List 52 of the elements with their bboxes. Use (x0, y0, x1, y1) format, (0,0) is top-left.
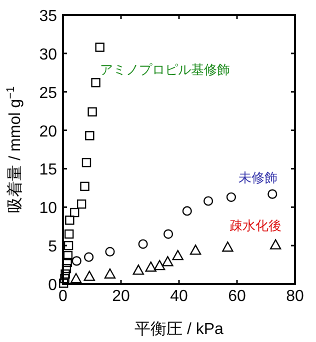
point (76, 199, 86, 209)
series-label: 疎水化後 (230, 218, 282, 234)
point (132, 264, 144, 275)
y-tick-label: 20 (39, 123, 58, 140)
y-tick-label: 5 (48, 238, 58, 256)
point (82, 158, 92, 168)
y-tick-label: 15 (39, 162, 58, 179)
point (84, 270, 95, 281)
x-axis-title: 平衡圧 / kPa (134, 321, 224, 338)
y-tick-label: 30 (39, 46, 58, 64)
point (65, 216, 74, 225)
point (145, 261, 156, 272)
point (80, 182, 90, 191)
point (95, 42, 104, 52)
point (64, 229, 74, 239)
legend-label: 未修飾 (238, 170, 278, 185)
point (172, 250, 184, 260)
point (222, 242, 234, 252)
series-label: アミノプロピル基修飾 (100, 62, 230, 78)
y-tick-label: 25 (39, 84, 58, 102)
point (72, 256, 82, 266)
point (138, 239, 148, 249)
point (60, 269, 70, 279)
x-tick-label: 20 (112, 288, 130, 305)
point (105, 246, 115, 257)
point (62, 264, 72, 274)
y-tick-label: 10 (39, 200, 58, 218)
point (226, 192, 236, 202)
point (104, 268, 116, 279)
point (58, 278, 68, 288)
point (85, 131, 94, 140)
point (91, 78, 100, 88)
point (163, 229, 174, 239)
point (162, 256, 174, 266)
point (70, 208, 80, 218)
point (270, 239, 282, 250)
x-tick-label: 0 (58, 288, 68, 305)
point (84, 252, 94, 262)
point (268, 189, 278, 199)
point (88, 107, 97, 116)
y-tick-label: 0 (48, 277, 58, 294)
point (70, 273, 82, 284)
point (190, 244, 202, 255)
point (64, 240, 74, 250)
x-tick-label: 80 (286, 288, 304, 305)
point (203, 196, 214, 206)
x-tick-label: 60 (228, 288, 246, 305)
point (63, 250, 73, 260)
point (154, 260, 166, 270)
y-tick-label: 35 (39, 8, 58, 25)
point (182, 206, 192, 216)
x-tick-label: 40 (170, 288, 188, 305)
